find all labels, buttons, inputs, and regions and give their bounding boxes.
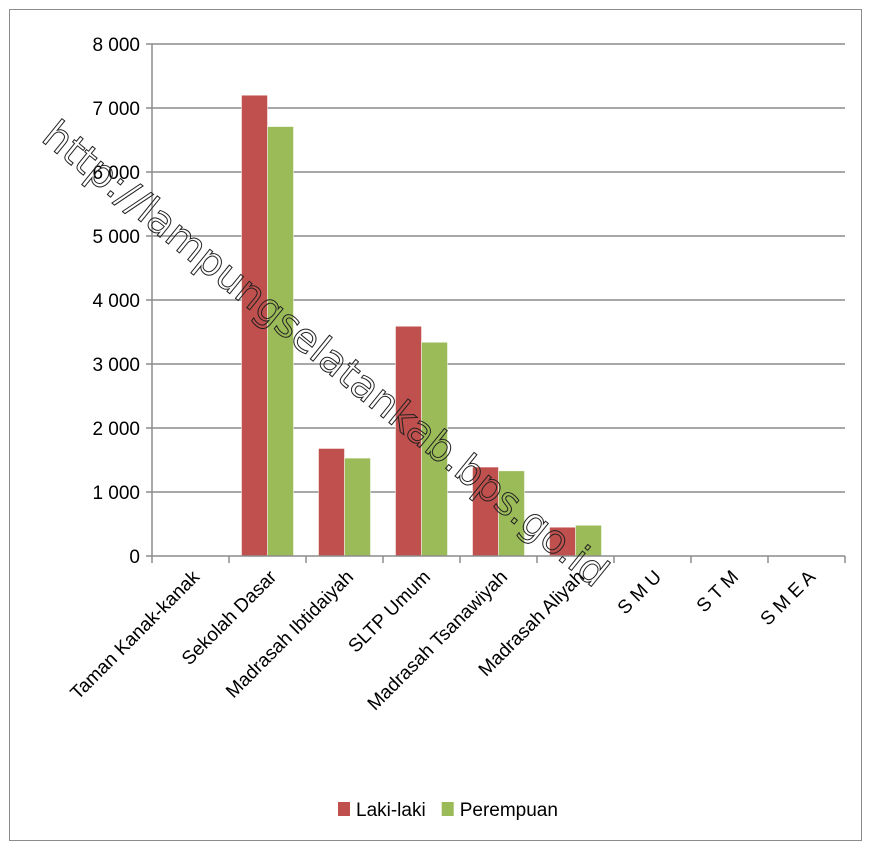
y-tick-label: 8 000 xyxy=(92,35,140,56)
x-tick-label: Taman Kanak-kanak xyxy=(67,566,205,704)
bars xyxy=(241,94,602,557)
y-tick-label: 1 000 xyxy=(92,483,140,504)
y-tick-label: 7 000 xyxy=(92,99,140,120)
bar-laki-laki xyxy=(241,94,268,557)
bar-laki-laki xyxy=(318,448,345,557)
x-tick-label: Madrasah Ibtidaiyah xyxy=(222,567,358,703)
y-tick-label: 5 000 xyxy=(92,227,140,248)
x-tick-label: S M U xyxy=(614,567,666,619)
bar-laki-laki xyxy=(549,526,576,557)
x-tick-label: S M E A xyxy=(757,566,821,630)
y-tick-label: 4 000 xyxy=(92,291,140,312)
bar-perempuan xyxy=(421,341,448,557)
bar-perempuan xyxy=(575,525,602,557)
x-tick-label: S T M xyxy=(693,567,743,617)
y-tick-label: 6 000 xyxy=(92,163,140,184)
legend-swatch xyxy=(441,802,454,816)
legend-label: Laki-laki xyxy=(356,800,426,821)
y-tick-label: 2 000 xyxy=(92,419,140,440)
y-tick-label: 0 xyxy=(129,547,140,568)
axes xyxy=(151,44,846,563)
legend-swatch xyxy=(338,802,350,816)
y-tick-labels: 0 1 000 2 000 3 000 4 000 5 000 6 000 7 000 8 00… xyxy=(92,35,140,568)
x-tick-label: Madrasah Tsanawiyah xyxy=(364,567,512,715)
y-tick-label: 3 000 xyxy=(92,355,140,376)
legend: Laki-laki Perempuan xyxy=(338,800,558,821)
bar-perempuan xyxy=(267,126,294,557)
legend-label: Perempuan xyxy=(460,800,558,821)
bar-perempuan xyxy=(344,457,371,557)
